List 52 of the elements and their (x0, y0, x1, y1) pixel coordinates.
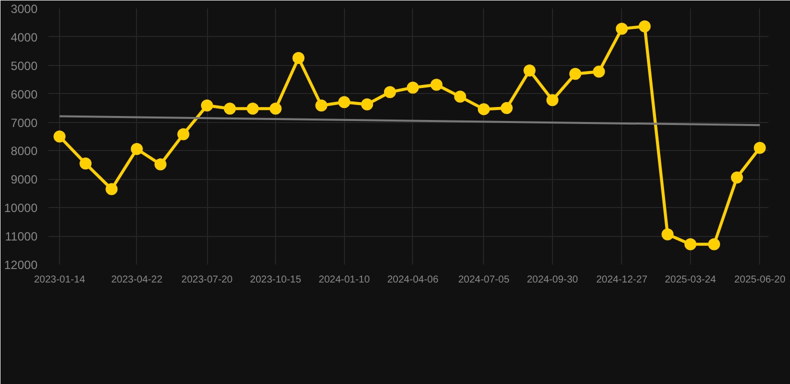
x-tick-label: 2023-10-15 (250, 274, 302, 286)
x-tick-label: 2023-04-22 (111, 274, 163, 286)
point (662, 228, 674, 240)
y-tick-label: 4000 (10, 30, 38, 44)
point (246, 102, 259, 115)
x-tick-label: 2025-06-20 (734, 274, 786, 286)
point (546, 94, 558, 106)
y-tick-label: 8000 (10, 144, 38, 158)
point (478, 103, 490, 116)
point (80, 158, 92, 170)
point (500, 102, 513, 114)
x-tick-label: 2023-07-20 (181, 274, 234, 286)
point (524, 64, 536, 76)
x-tick-label: 2024-12-27 (596, 274, 648, 286)
point (361, 98, 374, 110)
point (592, 66, 605, 78)
y-tick-label: 11000 (5, 230, 38, 244)
point (292, 52, 304, 64)
x-tick-label: 2024-07-05 (458, 274, 510, 286)
point (130, 143, 143, 156)
point (406, 82, 419, 94)
point (454, 90, 466, 103)
point (315, 100, 328, 112)
point (224, 102, 236, 115)
x-tick-label: 2024-09-30 (526, 274, 578, 286)
x-tick-label: 2025-03-24 (664, 274, 716, 286)
y-tick-label: 7000 (10, 116, 38, 130)
point (270, 102, 282, 115)
y-tick-label: 6000 (10, 87, 38, 102)
point (177, 128, 190, 140)
y-tick-label: 5000 (10, 58, 38, 73)
point (201, 100, 214, 112)
point (430, 78, 442, 91)
point (730, 171, 743, 184)
x-tick-label: 2023-01-14 (34, 274, 86, 286)
x-tick-label: 2024-04-06 (387, 274, 439, 286)
x-tick-label: 2024-01-10 (318, 274, 370, 286)
point (54, 130, 66, 142)
point (616, 22, 628, 35)
y-tick-label: 9000 (10, 172, 38, 187)
y-tick-label: 3000 (10, 2, 38, 16)
point (106, 183, 118, 196)
point (569, 68, 582, 80)
point (154, 158, 166, 170)
point (638, 20, 651, 32)
point (684, 238, 696, 250)
point (754, 142, 766, 154)
point (384, 86, 396, 98)
point (708, 238, 720, 250)
point (338, 96, 350, 108)
y-tick-label: 10000 (4, 201, 38, 216)
y-tick-label: 12000 (4, 258, 38, 272)
